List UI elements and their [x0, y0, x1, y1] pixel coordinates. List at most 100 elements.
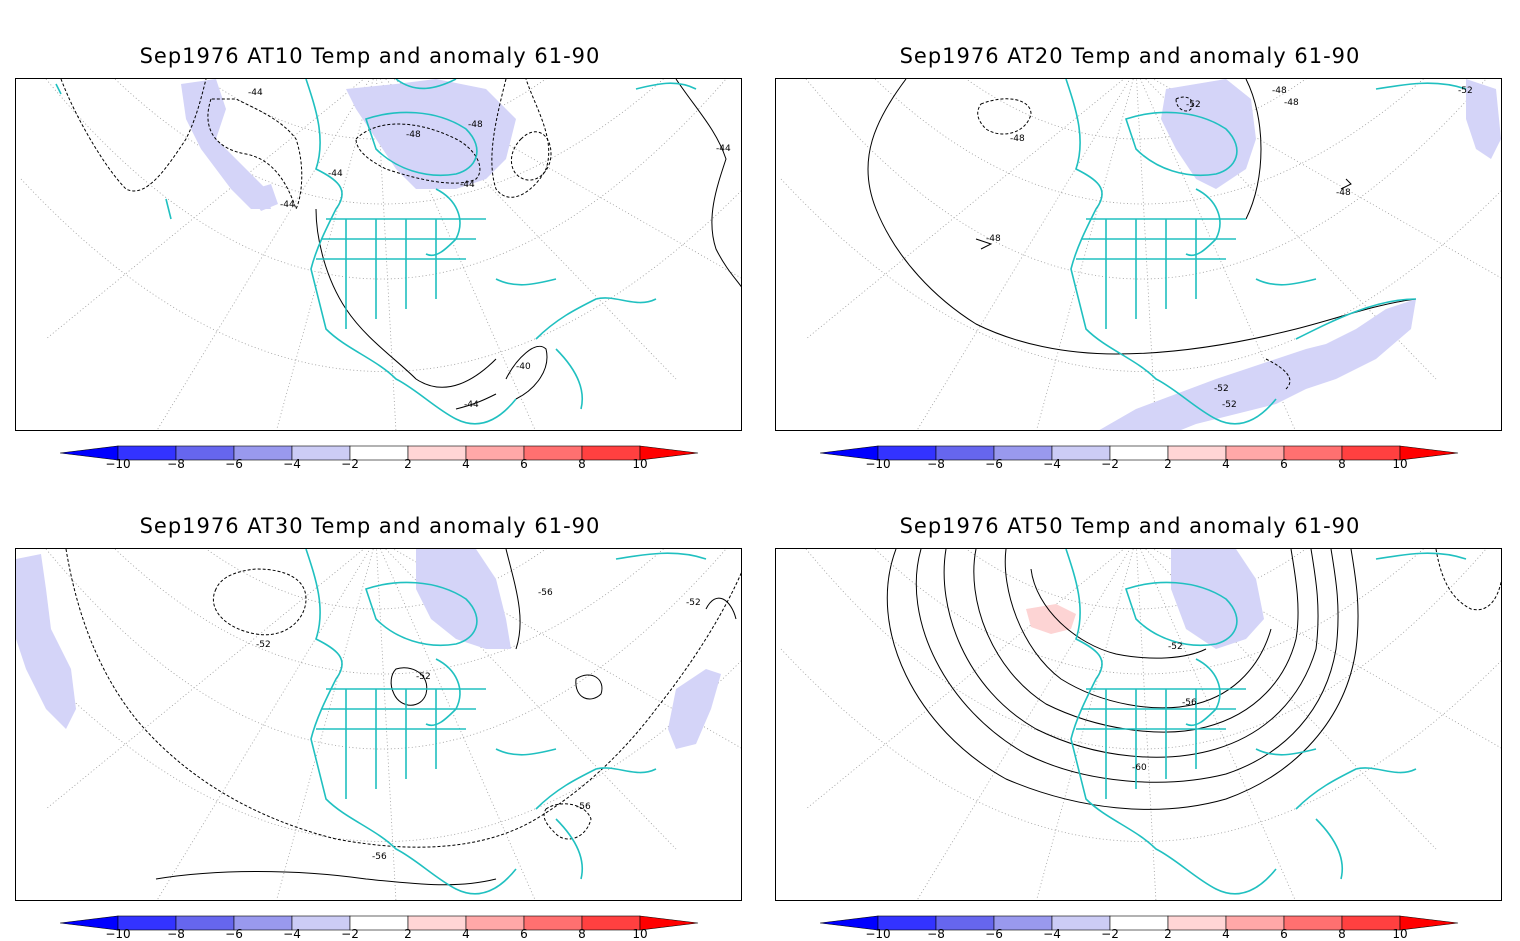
- contour-label: -52: [256, 640, 271, 650]
- colorbar-tick-label: 8: [578, 457, 586, 471]
- colorbar-tick-label: 4: [462, 927, 470, 941]
- contour-label: -44: [460, 180, 475, 190]
- map-frame: -48 -52 -48 -48 -52 -48 -48 -52 -52: [775, 78, 1502, 431]
- map-svg: -44 -48 -44 -48 -44 -44 -44 -40 -44: [20, 79, 741, 430]
- colorbar-tick-label: 8: [1338, 457, 1346, 471]
- contour-label: -52: [1214, 384, 1229, 394]
- colorbar-segment: [1167, 915, 1227, 931]
- coastlines: [55, 79, 697, 425]
- contour-label: -52: [416, 672, 431, 682]
- contour-label: -56: [576, 802, 591, 812]
- contours: [886, 549, 1501, 810]
- colorbar-tick-label: −2: [341, 457, 359, 471]
- colorbar-tick-label: −10: [865, 457, 891, 471]
- colorbar-tick-label: −6: [225, 457, 243, 471]
- contour-label: -56: [372, 852, 387, 862]
- contour-label: -48: [1272, 86, 1287, 96]
- colorbar-tick-label: −10: [105, 927, 131, 941]
- colorbar-tick-label: 8: [578, 927, 586, 941]
- colorbar-arrow-high: [1399, 445, 1459, 461]
- negative-anomaly-shading: [1099, 79, 1501, 430]
- contour-label: -44: [716, 144, 731, 154]
- contours: [65, 549, 741, 886]
- colorbar-segment: [523, 915, 583, 931]
- colorbar-tick-label: 8: [1338, 927, 1346, 941]
- colorbar-segment: [1283, 445, 1343, 461]
- colorbar-tick-label: 10: [632, 457, 648, 471]
- colorbar-tick-label: 4: [1222, 927, 1230, 941]
- colorbar-tick-label: −4: [1043, 457, 1061, 471]
- colorbar-tick-label: −8: [167, 927, 185, 941]
- map-svg: -48 -52 -48 -48 -52 -48 -48 -52 -52: [780, 79, 1501, 430]
- panel-title: Sep1976 AT50 Temp and anomaly 61-90: [899, 514, 1361, 538]
- map-panel-at10: Sep1976 AT10 Temp and anomaly 61-90: [0, 0, 742, 471]
- contour-label: -48: [406, 130, 421, 140]
- map-svg: -52 -56 -60: [780, 549, 1501, 900]
- colorbar-segment: [1225, 445, 1285, 461]
- coastlines: [1065, 79, 1467, 425]
- graticule: [780, 79, 1501, 430]
- contours: [60, 79, 741, 410]
- colorbar: [820, 445, 1459, 461]
- map-frame: -44 -48 -44 -48 -44 -44 -44 -40 -44: [15, 78, 742, 431]
- contour-label: -52: [686, 598, 701, 608]
- colorbar-tick-label: −2: [1101, 457, 1119, 471]
- colorbar-segment: [1283, 915, 1343, 931]
- map-frame: -52 -56 -60: [775, 548, 1502, 901]
- colorbar-tick-label: −4: [1043, 927, 1061, 941]
- contour-label: -48: [1284, 98, 1299, 108]
- colorbar-segment: [523, 445, 583, 461]
- colorbar-segment: [1341, 445, 1401, 461]
- colorbar-tick-label: 6: [1280, 927, 1288, 941]
- colorbar-tick-label: 2: [404, 927, 412, 941]
- colorbar-segment: [581, 915, 641, 931]
- contour-label: -52: [1222, 400, 1237, 410]
- anomaly-shading: [1026, 549, 1264, 649]
- colorbar-tick-label: 10: [1392, 927, 1408, 941]
- panel-title: Sep1976 AT30 Temp and anomaly 61-90: [139, 514, 601, 538]
- colorbar-tick-label: −2: [1101, 927, 1119, 941]
- colorbar-tick-label: −8: [167, 457, 185, 471]
- colorbar-tick-label: −10: [865, 927, 891, 941]
- colorbar-tick-label: 6: [520, 457, 528, 471]
- colorbar-segment: [465, 915, 525, 931]
- colorbar-tick-label: 10: [632, 927, 648, 941]
- colorbar-tick-label: −8: [927, 457, 945, 471]
- colorbar-segment: [581, 445, 641, 461]
- contour-label: -48: [1336, 188, 1351, 198]
- contour-label: -44: [328, 169, 343, 179]
- contour-label: -60: [1132, 763, 1147, 773]
- colorbar-arrow-high: [639, 445, 699, 461]
- colorbar-tick-label: 2: [1164, 457, 1172, 471]
- colorbar-segment: [1167, 445, 1227, 461]
- colorbar-tick-label: 2: [1164, 927, 1172, 941]
- colorbar-tick-label: 10: [1392, 457, 1408, 471]
- panel-title: Sep1976 AT20 Temp and anomaly 61-90: [899, 44, 1361, 68]
- contour-label: -40: [516, 362, 531, 372]
- contour-label: -52: [1168, 642, 1183, 652]
- colorbar-segment: [1225, 915, 1285, 931]
- colorbar-segment: [465, 445, 525, 461]
- graticule: [780, 549, 1501, 900]
- contour-label: -52: [1458, 86, 1473, 96]
- colorbar-tick-label: −4: [283, 927, 301, 941]
- contour-label: -48: [986, 234, 1001, 244]
- contour-label: -56: [1182, 698, 1197, 708]
- colorbar-tick-label: −10: [105, 457, 131, 471]
- colorbar-tick-label: −6: [225, 927, 243, 941]
- colorbar-tick-label: −6: [985, 457, 1003, 471]
- colorbar-segment: [407, 445, 467, 461]
- contours: [867, 79, 1417, 390]
- contour-label: -48: [1010, 134, 1025, 144]
- map-panel-at20: Sep1976 AT20 Temp and anomaly 61-90: [760, 0, 1502, 471]
- map-svg: -52 -56 -52 -52 -56 -56: [16, 549, 741, 900]
- colorbar-tick-label: −2: [341, 927, 359, 941]
- contour-label: -52: [1186, 100, 1201, 110]
- colorbar-tick-label: −8: [927, 927, 945, 941]
- contour-label: -44: [248, 88, 263, 98]
- colorbar-tick-label: 4: [1222, 457, 1230, 471]
- colorbar-segment: [407, 915, 467, 931]
- colorbar-tick-label: −4: [283, 457, 301, 471]
- coastlines: [1065, 549, 1467, 895]
- panel-title: Sep1976 AT10 Temp and anomaly 61-90: [139, 44, 601, 68]
